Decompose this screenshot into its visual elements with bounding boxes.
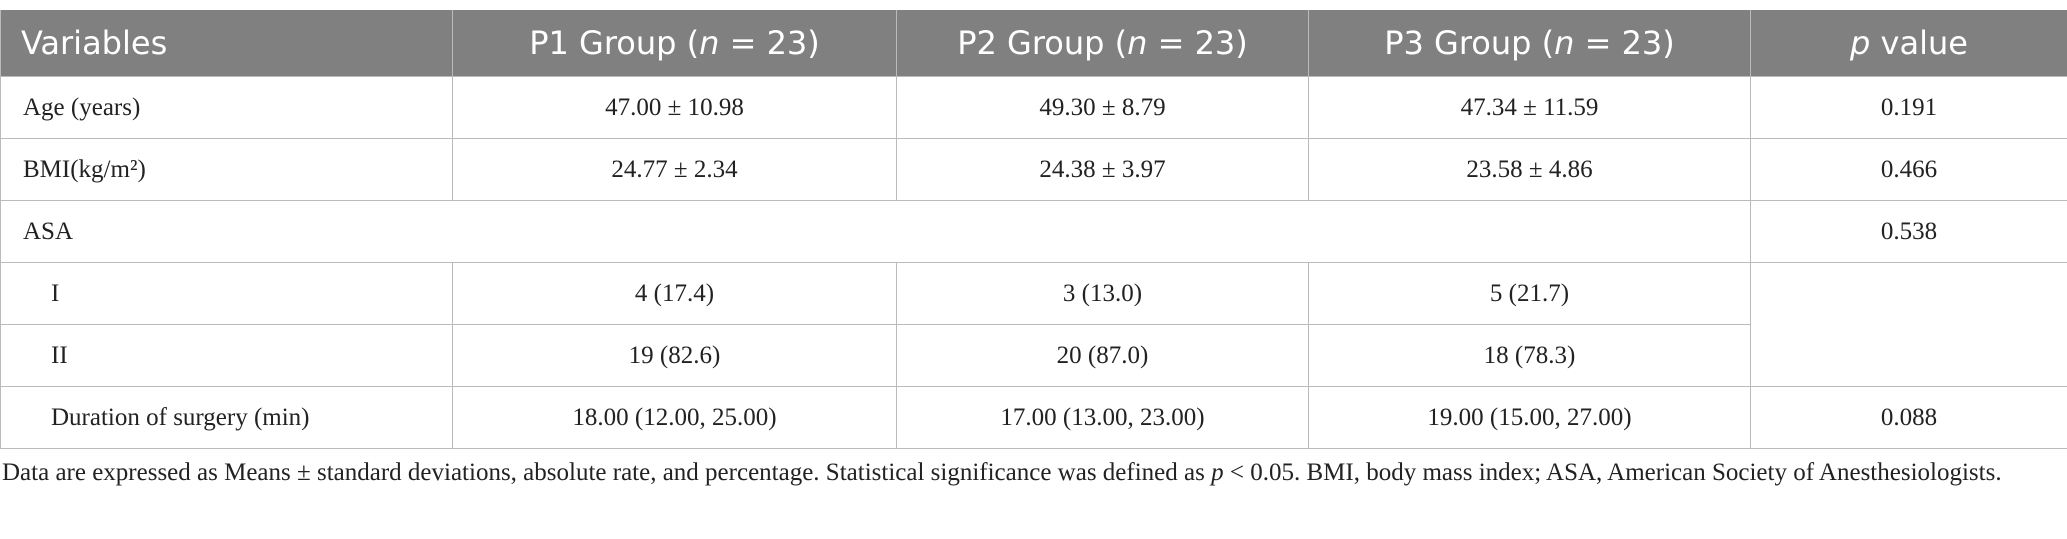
cell: 0.088 bbox=[1750, 386, 2067, 449]
cell: I bbox=[0, 262, 453, 325]
row: II 19 (82.6) 20 (87.0) 18 (78.3) bbox=[0, 324, 2067, 387]
cell: 0.191 bbox=[1750, 76, 2067, 139]
header-cell: Variables bbox=[0, 10, 453, 77]
cell: BMI(kg/m²) bbox=[0, 138, 453, 201]
header-text: = 23) bbox=[719, 24, 820, 62]
row: ASA 0.538 bbox=[0, 200, 2067, 263]
cell: 0.538 bbox=[1750, 200, 2067, 263]
row: I 4 (17.4) 3 (13.0) 5 (21.7) bbox=[0, 262, 2067, 387]
row: Age (years) 47.00 ± 10.98 49.30 ± 8.79 4… bbox=[0, 76, 2067, 139]
cell: 18.00 (12.00, 25.00) bbox=[452, 386, 897, 449]
row: BMI(kg/m²) 24.77 ± 2.34 24.38 ± 3.97 23.… bbox=[0, 138, 2067, 201]
cell: Age (years) bbox=[0, 76, 453, 139]
header-text: value bbox=[1870, 24, 1968, 62]
cell: Duration of surgery (min) bbox=[0, 386, 453, 449]
header-text: = 23) bbox=[1147, 24, 1248, 62]
cell: 24.38 ± 3.97 bbox=[896, 138, 1309, 201]
footnote: Data are expressed as Means ± standard d… bbox=[2, 452, 2052, 493]
cell: II bbox=[0, 324, 453, 387]
empty-cell bbox=[1750, 262, 2067, 387]
header-text: Variables bbox=[21, 24, 168, 62]
cell: 5 (21.7) bbox=[1308, 262, 1751, 325]
row: Duration of surgery (min) 18.00 (12.00, … bbox=[0, 386, 2067, 449]
header-text: n bbox=[699, 24, 720, 62]
header-text: P2 Group ( bbox=[957, 24, 1128, 62]
footnote-text: p bbox=[1211, 459, 1224, 486]
cell: 20 (87.0) bbox=[896, 324, 1309, 387]
cell: 47.34 ± 11.59 bbox=[1308, 76, 1751, 139]
header-text: P3 Group ( bbox=[1384, 24, 1555, 62]
header-cell: P2 Group (n = 23) bbox=[896, 10, 1309, 77]
footnote-text: Data are expressed as Means ± standard d… bbox=[2, 459, 1212, 486]
cell: 19.00 (15.00, 27.00) bbox=[1308, 386, 1751, 449]
header-text: n bbox=[1554, 24, 1575, 62]
cell: 3 (13.0) bbox=[896, 262, 1309, 325]
cell: 47.00 ± 10.98 bbox=[452, 76, 897, 139]
cell: 49.30 ± 8.79 bbox=[896, 76, 1309, 139]
cell: 24.77 ± 2.34 bbox=[452, 138, 897, 201]
data-table: Variables P1 Group (n = 23) P2 Group (n … bbox=[0, 10, 2067, 449]
footnote-text: < 0.05. BMI, body mass index; ASA, Ameri… bbox=[1223, 459, 2002, 486]
header-text: = 23) bbox=[1574, 24, 1675, 62]
cell: 23.58 ± 4.86 bbox=[1308, 138, 1751, 201]
header-row: Variables P1 Group (n = 23) P2 Group (n … bbox=[0, 10, 2067, 77]
header-cell: P1 Group (n = 23) bbox=[452, 10, 897, 77]
cell: 17.00 (13.00, 23.00) bbox=[896, 386, 1309, 449]
cell: 18 (78.3) bbox=[1308, 324, 1751, 387]
header-text: n bbox=[1127, 24, 1148, 62]
cell: 0.466 bbox=[1750, 138, 2067, 201]
header-text: P1 Group ( bbox=[529, 24, 700, 62]
header-cell: p value bbox=[1750, 10, 2067, 77]
cell: 4 (17.4) bbox=[452, 262, 897, 325]
header-text: p bbox=[1850, 24, 1871, 62]
header-cell: P3 Group (n = 23) bbox=[1308, 10, 1751, 77]
cell: 19 (82.6) bbox=[452, 324, 897, 387]
cell: ASA bbox=[0, 200, 1751, 263]
